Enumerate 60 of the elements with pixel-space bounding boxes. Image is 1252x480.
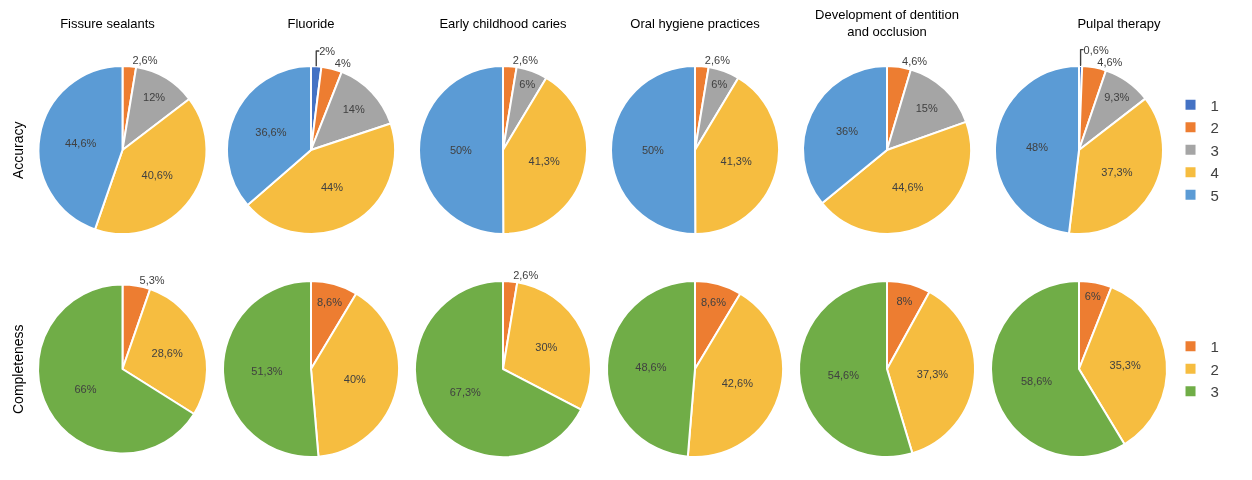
- data-label: 41,3%: [720, 155, 752, 168]
- data-label: 30%: [535, 341, 558, 354]
- text: Accuracy: [10, 121, 26, 179]
- data-label: 6%: [711, 77, 728, 90]
- data-label: 2,6%: [513, 269, 539, 282]
- data-label: 48,6%: [635, 361, 667, 374]
- chart-title: Oral hygiene practices: [630, 16, 761, 32]
- data-label: 51,3%: [251, 364, 283, 377]
- data-label: 4,6%: [1097, 55, 1123, 68]
- data-label: 40%: [343, 373, 367, 386]
- data-label: 8,6%: [316, 296, 343, 309]
- data-label: 0,6%: [1083, 43, 1109, 56]
- data-label: 37,3%: [916, 367, 949, 380]
- data-label: 42,6%: [721, 376, 754, 389]
- data-label: 8%: [896, 294, 913, 307]
- data-label: 36%: [836, 125, 859, 138]
- legend-label: 1: [1210, 338, 1219, 356]
- data-label: 50%: [641, 144, 665, 157]
- data-label: 4%: [334, 56, 351, 69]
- data-label: 6%: [519, 77, 536, 90]
- data-label: 2,6%: [704, 54, 731, 67]
- data-label: 5,3%: [139, 273, 165, 286]
- data-label: 44,6%: [65, 136, 97, 149]
- legend-label: 1: [1210, 96, 1219, 114]
- legend-label: 5: [1210, 186, 1219, 204]
- legend-label: 3: [1210, 141, 1219, 159]
- text: Completeness: [10, 324, 26, 414]
- data-label: 36,6%: [255, 125, 287, 138]
- data-label: 67,3%: [449, 385, 482, 398]
- data-label: 4,6%: [902, 55, 928, 67]
- data-label: 54,6%: [827, 369, 860, 382]
- data-label: 50%: [449, 144, 473, 157]
- chart-title: Fissure sealants: [60, 16, 156, 32]
- data-label: 28,6%: [151, 347, 183, 360]
- legend-label: 2: [1210, 360, 1219, 378]
- chart-title: Early childhood caries: [439, 16, 568, 32]
- data-label: 8,6%: [700, 296, 727, 309]
- legend-label: 4: [1210, 164, 1219, 182]
- legend-label: 3: [1210, 383, 1219, 401]
- chart-title: Fluoride: [287, 16, 335, 32]
- chart-title: Pulpal therapy: [1077, 16, 1162, 32]
- data-label: 2,6%: [132, 54, 158, 67]
- data-label: 58,6%: [1020, 374, 1053, 387]
- data-label: 40,6%: [141, 169, 173, 182]
- data-label: 44%: [320, 180, 344, 193]
- data-label: 37,3%: [1101, 165, 1133, 178]
- data-label: 48%: [1025, 141, 1049, 154]
- data-label: 12%: [143, 91, 166, 104]
- data-label: 66%: [74, 383, 97, 396]
- data-label: 15%: [915, 102, 938, 115]
- data-label: 14%: [342, 103, 365, 116]
- data-label: 35,3%: [1109, 359, 1141, 372]
- data-label: 41,3%: [528, 155, 560, 168]
- data-label: 9,3%: [1104, 90, 1130, 103]
- data-label: 6%: [1084, 290, 1101, 303]
- data-label: 44,6%: [892, 180, 924, 193]
- chart-title: Development of dentition and occlusion: [815, 7, 959, 40]
- data-label: 2,6%: [512, 54, 539, 67]
- data-label: 2%: [319, 44, 336, 57]
- legend-label: 2: [1210, 119, 1219, 137]
